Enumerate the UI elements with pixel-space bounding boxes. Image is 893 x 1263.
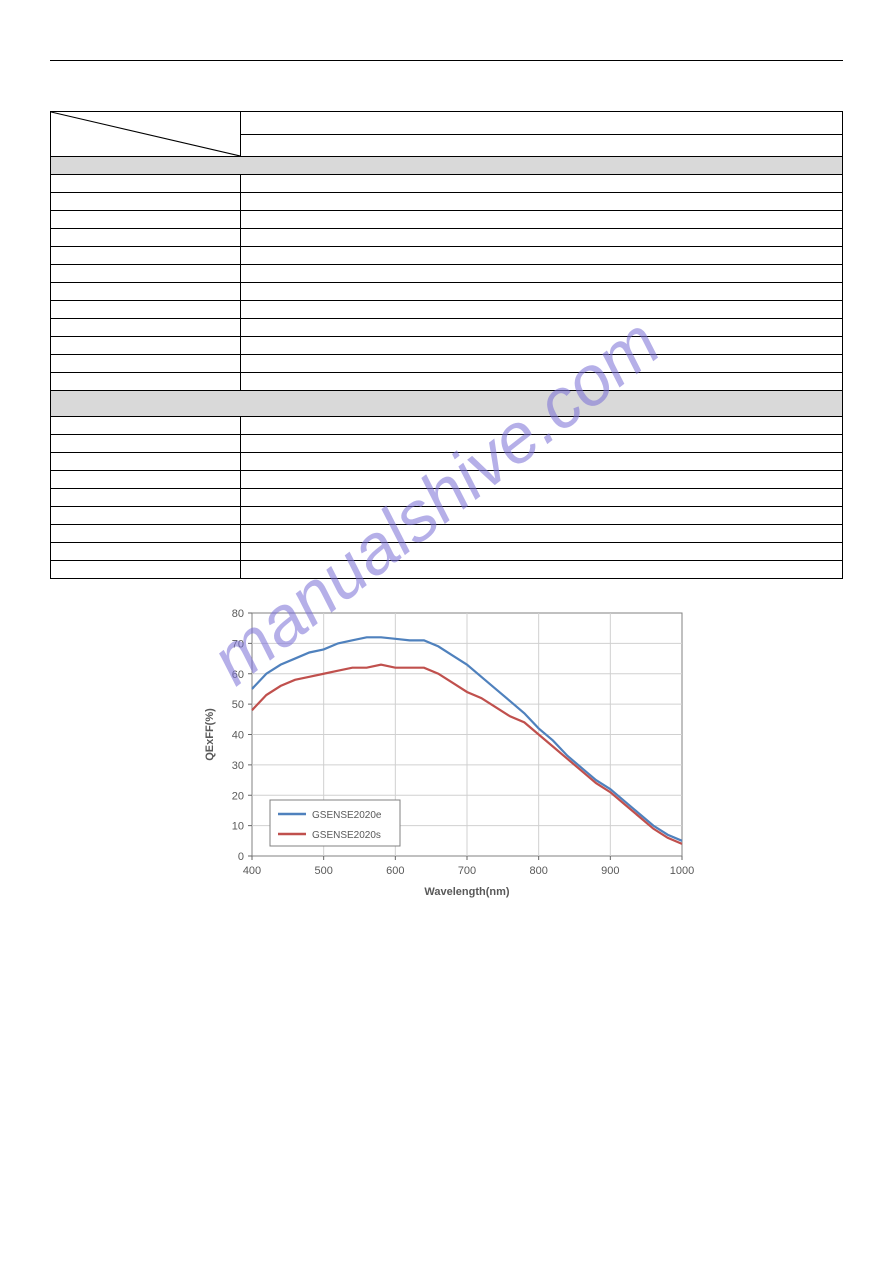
svg-text:900: 900 bbox=[601, 865, 619, 877]
svg-text:60: 60 bbox=[231, 669, 243, 681]
qe-chart: 0 10 20 30 40 50 60 70 80 400 500 600 700 800 900 1000 W… bbox=[197, 601, 697, 906]
s1-val-10 bbox=[241, 355, 843, 373]
s2-label-4 bbox=[51, 489, 241, 507]
svg-text:1000: 1000 bbox=[669, 865, 693, 877]
s1-label-1 bbox=[51, 193, 241, 211]
hdr-r2 bbox=[241, 135, 842, 157]
svg-text:50: 50 bbox=[231, 699, 243, 711]
s2-val-8 bbox=[241, 561, 843, 579]
s2-val-4 bbox=[241, 489, 843, 507]
hdr-r1 bbox=[241, 112, 842, 135]
s1-label-4 bbox=[51, 247, 241, 265]
svg-text:GSENSE2020e: GSENSE2020e bbox=[312, 810, 382, 821]
svg-text:600: 600 bbox=[386, 865, 404, 877]
s1-label-8 bbox=[51, 319, 241, 337]
s1-label-10 bbox=[51, 355, 241, 373]
s1-val-5 bbox=[241, 265, 843, 283]
s1-val-4 bbox=[241, 247, 843, 265]
svg-text:80: 80 bbox=[231, 608, 243, 620]
s1-val-1 bbox=[241, 193, 843, 211]
s1-label-3 bbox=[51, 229, 241, 247]
svg-text:800: 800 bbox=[529, 865, 547, 877]
s2-val-2 bbox=[241, 453, 843, 471]
s2-label-7 bbox=[51, 543, 241, 561]
svg-text:400: 400 bbox=[242, 865, 260, 877]
section1-header bbox=[51, 157, 843, 175]
s2-val-0 bbox=[241, 417, 843, 435]
svg-text:70: 70 bbox=[231, 638, 243, 650]
svg-text:700: 700 bbox=[457, 865, 475, 877]
s1-val-3 bbox=[241, 229, 843, 247]
svg-text:20: 20 bbox=[231, 790, 243, 802]
s2-label-5 bbox=[51, 507, 241, 525]
svg-text:40: 40 bbox=[231, 730, 243, 742]
s1-label-9 bbox=[51, 337, 241, 355]
s2-label-3 bbox=[51, 471, 241, 489]
svg-text:QExFF(%): QExFF(%) bbox=[204, 708, 216, 761]
s1-val-8 bbox=[241, 319, 843, 337]
s2-val-3 bbox=[241, 471, 843, 489]
top-rule bbox=[50, 60, 843, 61]
svg-text:Wavelength(nm): Wavelength(nm) bbox=[424, 886, 509, 898]
svg-text:500: 500 bbox=[314, 865, 332, 877]
svg-text:GSENSE2020s: GSENSE2020s bbox=[312, 830, 381, 841]
s1-val-2 bbox=[241, 211, 843, 229]
model-header bbox=[241, 112, 843, 157]
diag-header bbox=[51, 112, 241, 157]
s2-val-5 bbox=[241, 507, 843, 525]
svg-text:30: 30 bbox=[231, 760, 243, 772]
spec-table bbox=[50, 111, 843, 579]
s2-val-6 bbox=[241, 525, 843, 543]
s1-val-9 bbox=[241, 337, 843, 355]
s1-label-6 bbox=[51, 283, 241, 301]
s2-label-1 bbox=[51, 435, 241, 453]
svg-text:10: 10 bbox=[231, 821, 243, 833]
s1-val-6 bbox=[241, 283, 843, 301]
s1-label-11 bbox=[51, 373, 241, 391]
s2-label-8 bbox=[51, 561, 241, 579]
s1-label-5 bbox=[51, 265, 241, 283]
s1-label-7 bbox=[51, 301, 241, 319]
section2-header bbox=[51, 391, 843, 417]
s2-val-1 bbox=[241, 435, 843, 453]
s2-label-6 bbox=[51, 525, 241, 543]
s1-label-0 bbox=[51, 175, 241, 193]
s1-val-11 bbox=[241, 373, 843, 391]
s1-val-0 bbox=[241, 175, 843, 193]
svg-text:0: 0 bbox=[237, 851, 243, 863]
s2-label-2 bbox=[51, 453, 241, 471]
s1-label-2 bbox=[51, 211, 241, 229]
s2-val-7 bbox=[241, 543, 843, 561]
s1-val-7 bbox=[241, 301, 843, 319]
s2-label-0 bbox=[51, 417, 241, 435]
